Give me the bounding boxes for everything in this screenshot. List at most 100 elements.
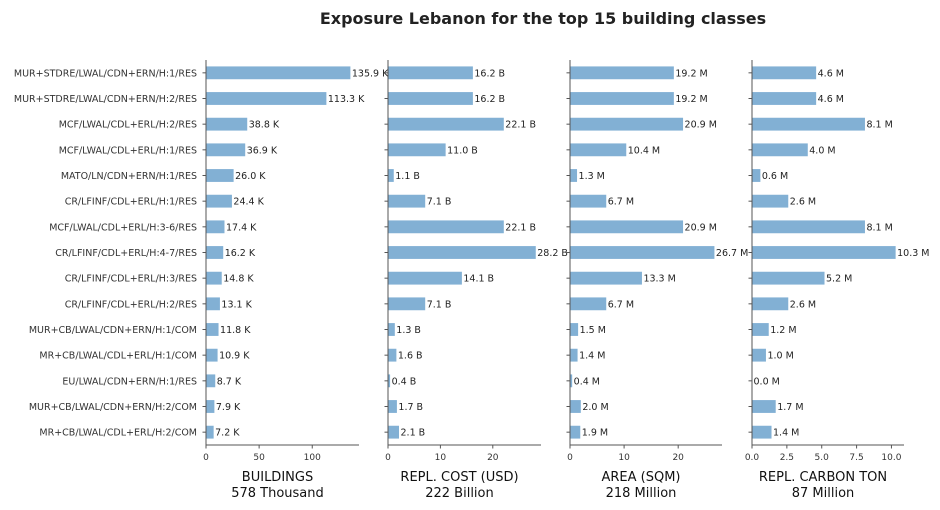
chart-panels: 135.9 K 113.3 K 38.8 K 36.9 K 26.0 K 24.4 K 17…	[202, 60, 930, 501]
value-label: 28.2 B	[537, 248, 568, 259]
bar	[206, 169, 234, 182]
total-label: 578 Thousand	[231, 486, 324, 501]
value-label: 36.9 K	[247, 145, 278, 156]
bar	[570, 92, 674, 105]
value-label: 1.5 M	[580, 325, 606, 336]
x-tick-label: 2.5	[780, 453, 794, 463]
category-label: MATO/LN/CDN+ERN/H:1/RES	[61, 171, 197, 182]
value-label: 1.7 M	[777, 402, 803, 413]
value-label: 7.9 K	[216, 402, 241, 413]
bar	[752, 425, 772, 439]
bar	[570, 117, 684, 131]
value-label: 7.1 B	[427, 299, 452, 310]
value-label: 20.9 M	[685, 120, 717, 131]
category-label: CR/LFINF/CDL+ERL/H:2/RES	[65, 299, 197, 310]
value-label: 20.9 M	[685, 222, 717, 233]
bar	[388, 246, 536, 259]
value-label: 11.8 K	[220, 325, 251, 336]
value-label: 6.7 M	[608, 299, 634, 310]
x-axis-label: AREA (SQM)	[601, 470, 680, 485]
bar	[752, 92, 817, 105]
x-tick-label: 10.0	[881, 453, 901, 463]
value-label: 19.2 M	[675, 94, 707, 105]
bar	[752, 271, 825, 285]
bar	[388, 425, 400, 439]
bar	[388, 374, 391, 388]
bar	[570, 271, 642, 285]
bar	[206, 348, 218, 362]
bar	[388, 169, 394, 182]
bar	[570, 297, 607, 311]
bar	[388, 117, 504, 131]
x-tick-label: 0	[385, 453, 391, 463]
bar	[570, 143, 627, 157]
value-label: 0.0 M	[754, 376, 780, 387]
value-label: 7.2 K	[215, 428, 240, 439]
bar	[570, 425, 581, 439]
value-label: 8.7 K	[217, 376, 242, 387]
bar	[206, 220, 225, 234]
value-label: 22.1 B	[505, 222, 536, 233]
value-label: 10.9 K	[219, 351, 250, 362]
bar	[752, 194, 789, 208]
value-label: 1.0 M	[767, 351, 793, 362]
panel-4: 4.6 M 4.6 M 8.1 M 4.0 M 0.6 M 2.6 M 8.1 M 10.3 …	[745, 60, 930, 501]
bar	[570, 220, 684, 234]
value-label: 2.6 M	[790, 299, 816, 310]
category-label: MUR+CB/LWAL/CDN+ERN/H:2/COM	[29, 402, 197, 413]
bar	[206, 374, 216, 388]
value-label: 14.1 B	[463, 274, 494, 285]
value-label: 8.1 M	[866, 120, 892, 131]
value-label: 24.4 K	[233, 197, 264, 208]
category-label: MR+CB/LWAL/CDL+ERL/H:1/COM	[39, 351, 197, 362]
value-label: 14.8 K	[223, 274, 254, 285]
bar	[752, 220, 865, 234]
panel-3: 19.2 M 19.2 M 20.9 M 10.4 M 1.3 M 6.7 M 20.9 M…	[566, 60, 748, 501]
bar	[206, 400, 215, 413]
total-label: 222 Billion	[425, 486, 494, 501]
value-label: 17.4 K	[226, 222, 257, 233]
value-label: 19.2 M	[675, 68, 707, 79]
bar	[570, 66, 674, 80]
bar	[388, 220, 504, 234]
value-label: 2.6 M	[790, 197, 816, 208]
value-label: 2.0 M	[582, 402, 608, 413]
bar	[206, 143, 246, 157]
bar	[752, 143, 808, 157]
total-label: 87 Million	[792, 486, 855, 501]
x-tick-label: 0	[203, 453, 209, 463]
x-tick-label: 0	[567, 453, 573, 463]
value-label: 26.0 K	[235, 171, 266, 182]
category-label: CR/LFINF/CDL+ERL/H:4-7/RES	[55, 248, 197, 259]
category-label: CR/LFINF/CDL+ERL/H:3/RES	[65, 274, 197, 285]
bar	[570, 246, 715, 259]
value-label: 13.3 M	[643, 274, 675, 285]
x-axis-label: BUILDINGS	[242, 470, 313, 485]
bar	[206, 117, 248, 131]
category-label: CR/LFINF/CDL+ERL/H:1/RES	[65, 197, 197, 208]
category-label: MCF/LWAL/CDL+ERL/H:2/RES	[59, 120, 197, 131]
bar	[570, 374, 573, 388]
value-label: 4.6 M	[818, 94, 844, 105]
total-label: 218 Million	[606, 486, 677, 501]
panel-2: 16.2 B 16.2 B 22.1 B 11.0 B 1.1 B 7.1 B 22.1 B…	[384, 60, 568, 501]
chart-title: Exposure Lebanon for the top 15 building…	[320, 9, 766, 28]
value-label: 22.1 B	[505, 120, 536, 131]
bar	[388, 271, 462, 285]
category-label: MR+CB/LWAL/CDL+ERL/H:2/COM	[39, 428, 197, 439]
bar	[388, 92, 473, 105]
value-label: 1.3 B	[396, 325, 421, 336]
bar	[206, 246, 224, 259]
value-label: 0.4 M	[574, 376, 600, 387]
bar	[752, 323, 769, 336]
x-tick-label: 100	[304, 453, 321, 463]
bar	[570, 323, 579, 336]
bar	[388, 297, 426, 311]
value-label: 26.7 M	[716, 248, 748, 259]
bar	[206, 194, 232, 208]
bar	[388, 194, 426, 208]
bar	[206, 271, 222, 285]
x-axis-label: REPL. CARBON TON	[759, 470, 887, 485]
x-tick-label: 20	[487, 453, 499, 463]
